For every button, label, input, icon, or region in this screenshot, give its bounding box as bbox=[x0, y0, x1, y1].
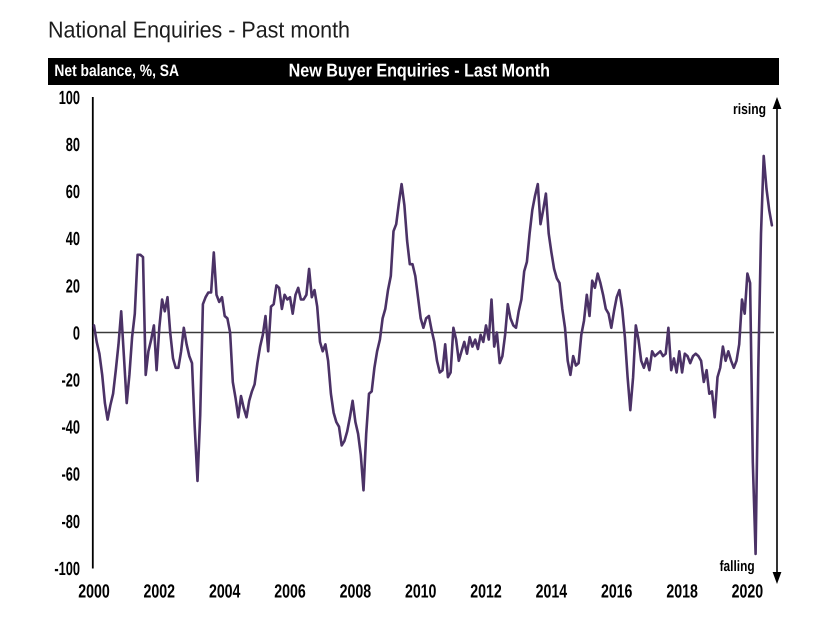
svg-text:100: 100 bbox=[59, 88, 80, 109]
svg-text:-20: -20 bbox=[62, 371, 81, 392]
svg-text:2012: 2012 bbox=[470, 582, 502, 603]
svg-text:0: 0 bbox=[73, 323, 80, 344]
svg-text:-40: -40 bbox=[62, 418, 81, 439]
svg-text:-60: -60 bbox=[62, 465, 81, 486]
svg-text:80: 80 bbox=[66, 135, 80, 156]
svg-text:Net balance, %, SA: Net balance, %, SA bbox=[54, 62, 179, 80]
svg-text:rising: rising bbox=[733, 101, 766, 118]
svg-text:2004: 2004 bbox=[209, 582, 241, 603]
svg-text:60: 60 bbox=[66, 182, 80, 203]
svg-text:2002: 2002 bbox=[144, 582, 176, 603]
svg-text:2006: 2006 bbox=[274, 582, 306, 603]
svg-text:20: 20 bbox=[66, 276, 80, 297]
svg-text:2020: 2020 bbox=[732, 582, 764, 603]
svg-text:2000: 2000 bbox=[78, 582, 110, 603]
svg-text:National Enquiries - Past mont: National Enquiries - Past month bbox=[48, 17, 350, 43]
svg-text:2018: 2018 bbox=[666, 582, 698, 603]
svg-text:2010: 2010 bbox=[405, 582, 437, 603]
svg-text:falling: falling bbox=[720, 558, 755, 575]
svg-text:-100: -100 bbox=[54, 559, 80, 580]
svg-text:-80: -80 bbox=[62, 512, 81, 533]
svg-text:2014: 2014 bbox=[536, 582, 568, 603]
svg-text:2008: 2008 bbox=[340, 582, 372, 603]
svg-text:40: 40 bbox=[66, 229, 80, 250]
svg-text:New Buyer Enquiries - Last Mon: New Buyer Enquiries - Last Month bbox=[289, 60, 550, 81]
svg-text:2016: 2016 bbox=[601, 582, 633, 603]
